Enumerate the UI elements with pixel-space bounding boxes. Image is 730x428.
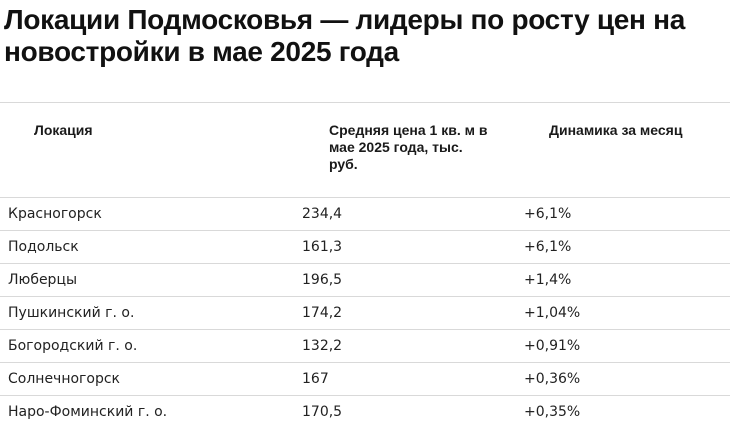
change-cell: +1,04% — [524, 305, 581, 321]
table-row: Пушкинский г. о. 174,2 +1,04% — [0, 297, 730, 330]
location-cell: Люберцы — [8, 272, 78, 288]
table-row: Подольск 161,3 +6,1% — [0, 231, 730, 264]
header-monthly-change: Динамика за месяц — [549, 122, 683, 138]
change-cell: +0,36% — [524, 371, 581, 387]
change-cell: +0,35% — [524, 404, 581, 420]
table-header: Локация Средняя цена 1 кв. м в мае 2025 … — [0, 103, 730, 198]
table-row: Люберцы 196,5 +1,4% — [0, 264, 730, 297]
page-title: Локации Подмосковья — лидеры по росту це… — [4, 4, 685, 67]
header-average-price: Средняя цена 1 кв. м в мае 2025 года, ты… — [329, 122, 488, 172]
location-cell: Солнечногорск — [8, 371, 121, 387]
change-cell: +6,1% — [524, 206, 572, 222]
table-row: Красногорск 234,4 +6,1% — [0, 198, 730, 231]
change-cell: +0,91% — [524, 338, 581, 354]
price-cell: 174,2 — [302, 305, 343, 321]
location-cell: Красногорск — [8, 206, 102, 222]
table-row: Наро-Фоминский г. о. 170,5 +0,35% — [0, 396, 730, 428]
price-cell: 234,4 — [302, 206, 343, 222]
table-row: Солнечногорск 167 +0,36% — [0, 363, 730, 396]
price-cell: 161,3 — [302, 239, 343, 255]
price-cell: 196,5 — [302, 272, 343, 288]
price-table: Локация Средняя цена 1 кв. м в мае 2025 … — [0, 102, 730, 428]
table-row: Богородский г. о. 132,2 +0,91% — [0, 330, 730, 363]
location-cell: Подольск — [8, 239, 79, 255]
price-cell: 132,2 — [302, 338, 343, 354]
location-cell: Богородский г. о. — [8, 338, 138, 354]
location-cell: Пушкинский г. о. — [8, 305, 135, 321]
change-cell: +6,1% — [524, 239, 572, 255]
price-cell: 170,5 — [302, 404, 343, 420]
header-location: Локация — [34, 122, 93, 138]
location-cell: Наро-Фоминский г. о. — [8, 404, 168, 420]
price-cell: 167 — [302, 371, 329, 387]
change-cell: +1,4% — [524, 272, 572, 288]
